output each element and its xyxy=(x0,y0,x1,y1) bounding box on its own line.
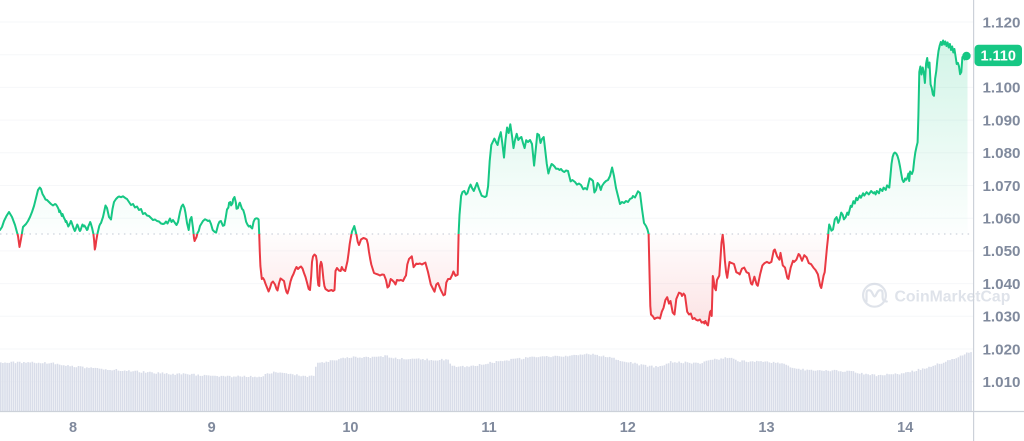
svg-text:9: 9 xyxy=(208,420,216,436)
svg-text:1.020: 1.020 xyxy=(982,341,1020,358)
svg-text:CoinMarketCap: CoinMarketCap xyxy=(895,289,1011,306)
svg-text:14: 14 xyxy=(897,420,913,436)
svg-text:1.110: 1.110 xyxy=(980,49,1016,65)
svg-text:1.030: 1.030 xyxy=(982,309,1020,326)
svg-text:1.060: 1.060 xyxy=(982,211,1020,228)
svg-text:12: 12 xyxy=(620,420,636,436)
svg-text:10: 10 xyxy=(342,420,358,436)
svg-text:1.050: 1.050 xyxy=(982,243,1020,260)
svg-text:1.100: 1.100 xyxy=(982,80,1020,97)
svg-text:11: 11 xyxy=(481,420,496,436)
svg-text:1.080: 1.080 xyxy=(982,145,1020,162)
svg-text:1.040: 1.040 xyxy=(982,276,1020,293)
svg-text:1.070: 1.070 xyxy=(982,178,1020,195)
svg-text:13: 13 xyxy=(758,420,774,436)
svg-text:8: 8 xyxy=(69,420,77,436)
svg-text:1.010: 1.010 xyxy=(982,374,1020,391)
svg-text:1.120: 1.120 xyxy=(982,14,1020,31)
svg-text:1.090: 1.090 xyxy=(982,112,1020,129)
